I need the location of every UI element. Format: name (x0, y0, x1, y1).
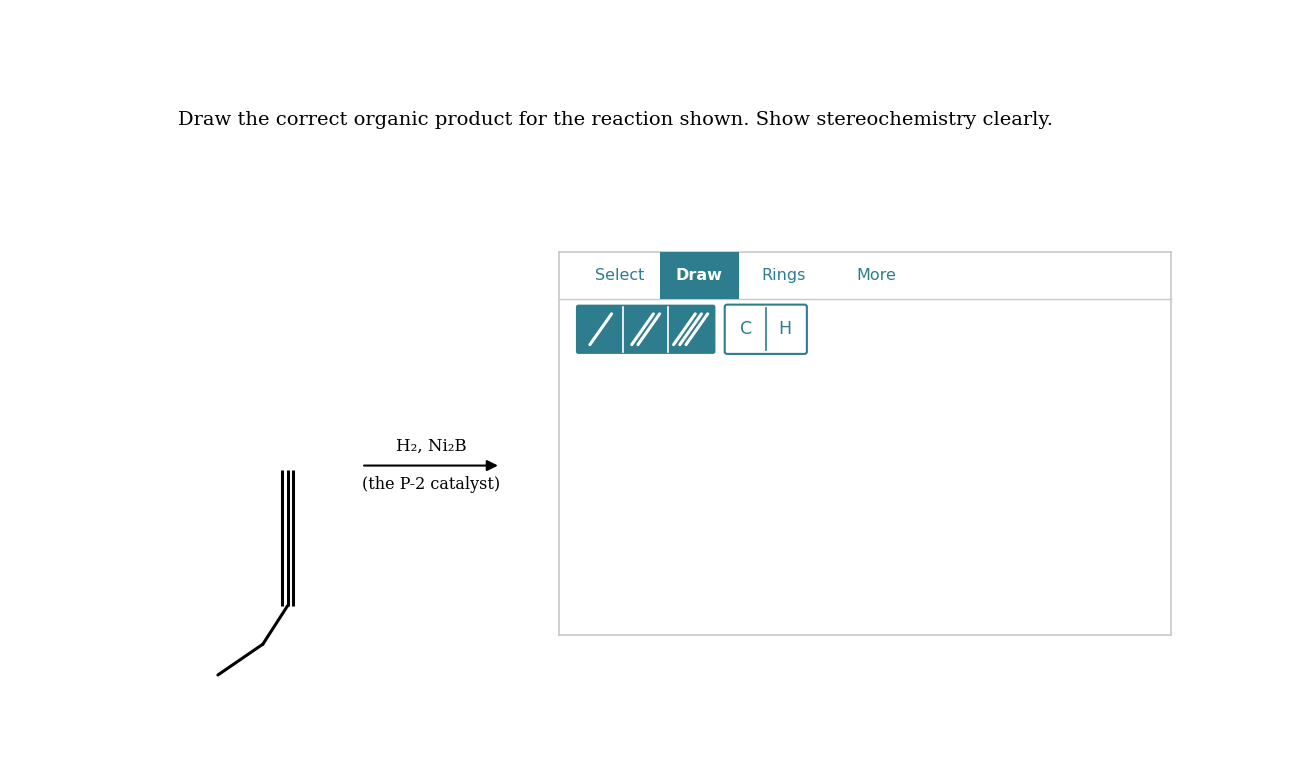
Text: C: C (741, 320, 753, 338)
Text: More: More (856, 268, 895, 283)
Text: Draw: Draw (675, 268, 723, 283)
FancyBboxPatch shape (725, 305, 806, 354)
Text: Rings: Rings (762, 268, 806, 283)
FancyBboxPatch shape (576, 305, 716, 354)
FancyBboxPatch shape (660, 252, 738, 300)
Text: H₂, Ni₂B: H₂, Ni₂B (395, 438, 466, 455)
Text: Draw the correct organic product for the reaction shown. Show stereochemistry cl: Draw the correct organic product for the… (178, 111, 1052, 129)
Text: H: H (779, 320, 792, 338)
Text: (the P-2 catalyst): (the P-2 catalyst) (361, 476, 500, 493)
Text: Select: Select (596, 268, 645, 283)
